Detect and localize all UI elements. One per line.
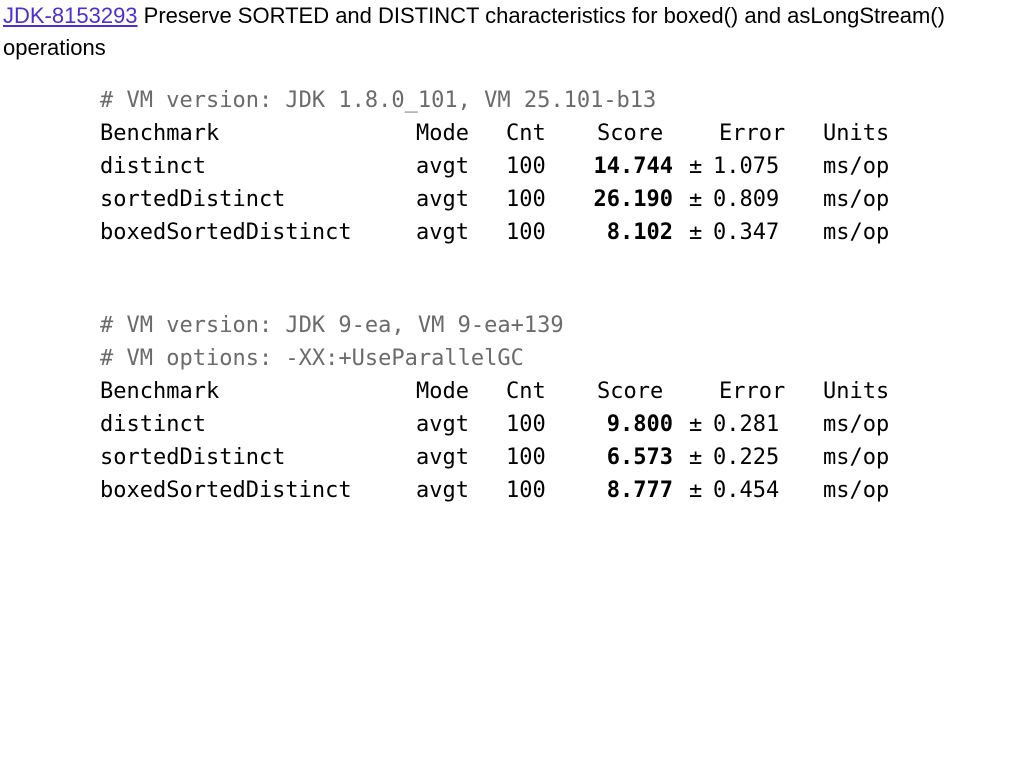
error-value: 0.809 [713,187,780,212]
column-header-benchmark: Benchmark [100,121,220,146]
column-header-mode: Mode [416,121,469,146]
units-value: ms/op [823,220,890,245]
column-header-error: Error [719,121,786,146]
issue-title: Preserve SORTED and DISTINCT characteris… [137,3,945,28]
units-value: ms/op [823,478,890,503]
benchmark-name: sortedDistinct [100,445,286,470]
table-header-row: Benchmark Mode Cnt Score Error Units [100,375,889,408]
issue-heading: JDK-8153293 Preserve SORTED and DISTINCT… [3,0,1028,64]
mode-value: avgt [416,445,469,470]
vm-version-comment: # VM version: JDK 9-ea, VM 9-ea+139 [100,313,564,338]
mode-value: avgt [416,187,469,212]
column-header-units: Units [823,379,890,404]
score-value: 6.573 [606,445,673,470]
cnt-value: 100 [506,412,546,437]
score-value: 26.190 [593,187,673,212]
error-value: 0.225 [713,445,780,470]
units-value: ms/op [823,445,890,470]
table-row: sortedDistinct avgt 100 6.573 ± 0.225 ms… [100,441,889,474]
cnt-value: 100 [506,187,546,212]
units-value: ms/op [823,412,890,437]
error-value: 0.454 [713,478,780,503]
column-header-error: Error [719,379,786,404]
score-value: 9.800 [606,412,673,437]
cnt-value: 100 [506,220,546,245]
issue-title-continued: operations [3,35,106,60]
mode-value: avgt [416,478,469,503]
score-value: 8.102 [606,220,673,245]
cnt-value: 100 [506,478,546,503]
cnt-value: 100 [506,154,546,179]
plus-minus: ± [689,187,703,212]
column-header-units: Units [823,121,890,146]
mode-value: avgt [416,220,469,245]
mode-value: avgt [416,412,469,437]
units-value: ms/op [823,154,890,179]
error-value: 0.281 [713,412,780,437]
mode-value: avgt [416,154,469,179]
column-header-score: Score [597,379,664,404]
benchmark-name: boxedSortedDistinct [100,220,352,245]
column-header-score: Score [597,121,664,146]
table-row: distinct avgt 100 14.744 ± 1.075 ms/op [100,150,889,183]
benchmark-name: distinct [100,412,206,437]
table-row: sortedDistinct avgt 100 26.190 ± 0.809 m… [100,183,889,216]
column-header-cnt: Cnt [506,121,546,146]
column-header-cnt: Cnt [506,379,546,404]
table-header-row: Benchmark Mode Cnt Score Error Units [100,117,889,150]
table-row: boxedSortedDistinct avgt 100 8.102 ± 0.3… [100,216,889,249]
vm-options-comment: # VM options: -XX:+UseParallelGC [100,346,524,371]
plus-minus: ± [689,445,703,470]
cnt-value: 100 [506,445,546,470]
plus-minus: ± [689,412,703,437]
plus-minus: ± [689,478,703,503]
benchmark-name: distinct [100,154,206,179]
benchmark-name: sortedDistinct [100,187,286,212]
issue-link[interactable]: JDK-8153293 [3,3,138,28]
vm-version-comment: # VM version: JDK 1.8.0_101, VM 25.101-b… [100,88,657,113]
plus-minus: ± [689,220,703,245]
score-value: 14.744 [593,154,673,179]
column-header-mode: Mode [416,379,469,404]
benchmark-name: boxedSortedDistinct [100,478,352,503]
benchmark-block-jdk8: # VM version: JDK 1.8.0_101, VM 25.101-b… [100,84,889,249]
benchmark-block-jdk9: # VM version: JDK 9-ea, VM 9-ea+139 # VM… [100,309,889,507]
table-row: distinct avgt 100 9.800 ± 0.281 ms/op [100,408,889,441]
page: JDK-8153293 Preserve SORTED and DISTINCT… [3,0,1028,507]
score-value: 8.777 [606,478,673,503]
units-value: ms/op [823,187,890,212]
table-row: boxedSortedDistinct avgt 100 8.777 ± 0.4… [100,474,889,507]
error-value: 0.347 [713,220,780,245]
column-header-benchmark: Benchmark [100,379,220,404]
error-value: 1.075 [713,154,780,179]
plus-minus: ± [689,154,703,179]
